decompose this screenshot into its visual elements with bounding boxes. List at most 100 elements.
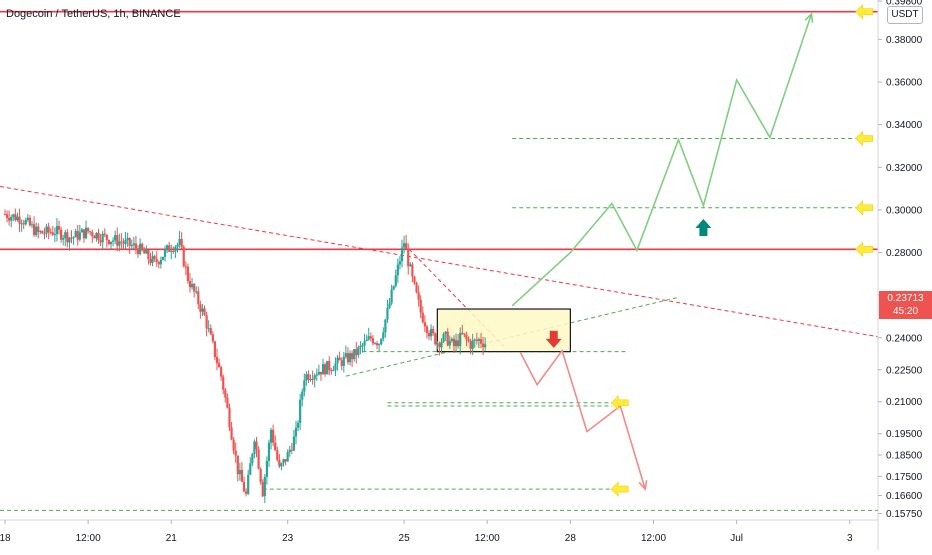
candle-down [70,237,73,239]
candle-down [413,276,416,283]
candle-down [220,367,223,377]
y-tick-label: 0.22500 [886,365,923,376]
candle-up [396,264,399,276]
candle-down [255,441,258,450]
candle-up [247,474,250,494]
candle-down [213,341,217,358]
candle-up [450,338,453,342]
candle-down [182,246,185,267]
candle-down [155,258,158,263]
bull-projection-path-arrowhead [804,12,814,23]
candle-up [118,241,121,246]
candle-up [80,229,83,233]
candle-up [342,356,345,366]
candle-up [384,319,387,333]
candle-down [120,241,123,243]
candle-up [296,422,300,428]
sell-arrow-icon [545,330,562,348]
candle-down [211,334,214,342]
level-marker-icon [855,241,873,258]
candle-down [407,248,410,267]
y-tick-label: 0.30000 [886,205,923,216]
candle-down [369,336,372,339]
candle-up [265,460,268,477]
candle-up [269,429,273,443]
candle-down [230,427,233,440]
x-tick-label: 12:00 [475,533,500,544]
candle-down [224,389,227,398]
candle-up [353,349,356,360]
currency-selector-button[interactable]: USDT [887,6,923,24]
trend-line [0,185,879,338]
candle-up [251,453,254,464]
candle-up [348,353,352,363]
candle-down [328,360,331,371]
candle-up [176,244,179,248]
bar-countdown: 45:20 [892,306,919,317]
candle-up [394,275,397,287]
candle-down [184,266,187,268]
candle-down [355,349,358,356]
candle-down [351,353,354,360]
candle-down [57,226,61,230]
candle-down [147,249,150,260]
candle-down [461,332,464,334]
candle-up [388,303,391,308]
candle-up [253,441,256,454]
y-tick-label: 0.21000 [886,397,923,408]
candle-up [45,226,48,234]
candle-down [37,226,40,233]
candle-up [392,286,395,290]
candle-up [477,339,481,341]
candle-up [400,247,404,262]
candle-up [344,353,347,357]
candle-down [346,353,350,363]
candle-down [457,340,460,347]
level-marker-icon [610,481,629,497]
candle-down [232,439,235,451]
candle-down [60,229,63,240]
candle-down [193,283,196,292]
candle-up [440,341,443,348]
candle-up [145,249,148,254]
candle-up [62,238,65,240]
candle-down [141,243,144,250]
candle-up [195,291,198,293]
candle-down [278,459,281,467]
candle-down [172,250,175,252]
candle-down [149,259,152,263]
candle-up [55,226,59,235]
y-tick-label: 0.38000 [886,35,923,46]
candle-up [126,238,129,240]
candle-down [93,236,96,239]
candle-down [14,214,17,221]
candle-down [469,341,472,349]
candle-down [338,357,341,361]
candle-down [8,217,11,221]
candle-up [444,331,447,335]
y-tick-label: 0.36000 [886,78,923,89]
candle-down [226,397,229,408]
candle-up [161,256,165,260]
chart-title: Dogecoin / TetherUS, 1h, BINANCE [6,8,181,20]
candle-up [10,216,13,221]
candle-up [390,289,393,304]
candle-up [95,232,98,239]
candle-down [188,280,192,288]
y-tick-label: 0.39800 [886,0,923,8]
candle-down [274,442,277,451]
candle-down [432,328,435,334]
candle-down [128,238,131,246]
candle-down [242,481,246,492]
candle-down [276,450,279,460]
candle-up [30,224,34,226]
candle-up [138,243,142,255]
bull-projection-path [511,13,813,307]
candle-down [116,235,119,246]
candle-down [284,459,287,462]
candle-down [49,232,52,234]
candle-down [82,229,86,239]
